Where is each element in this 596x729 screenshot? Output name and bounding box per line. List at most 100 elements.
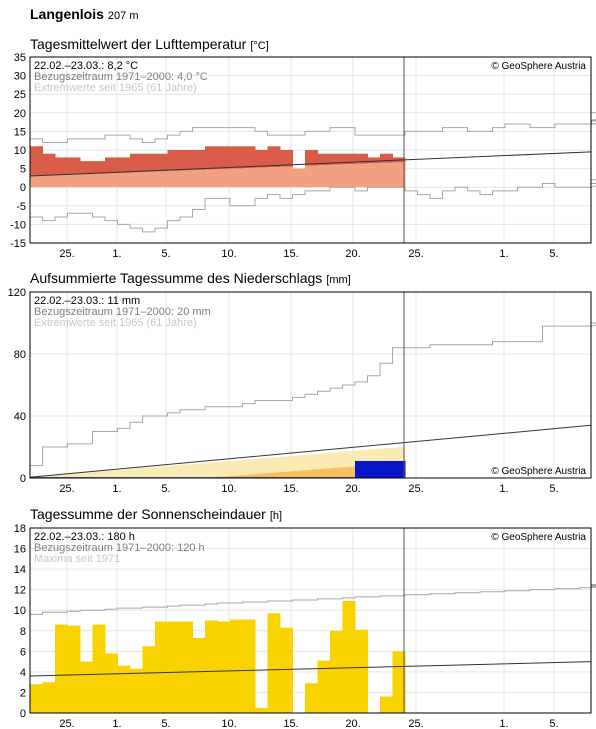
precipitation-bar — [367, 460, 381, 478]
x-tick-label: 1. — [499, 248, 508, 260]
temperature-base-bar — [130, 172, 143, 188]
envelope-line — [30, 179, 596, 233]
sunshine-bar — [117, 665, 131, 713]
temperature-base-bar — [192, 169, 206, 188]
sunshine-bar — [155, 621, 168, 713]
info-period: 22.02.–23.03.: 8,2 °C — [34, 60, 138, 72]
temperature-base-bar — [292, 168, 306, 188]
temperature-base-bar — [230, 168, 243, 188]
temperature-base-bar — [92, 173, 106, 188]
temperature-anomaly-bar — [117, 157, 131, 173]
temperature-anomaly-bar — [105, 157, 118, 174]
temperature-base-bar — [55, 175, 68, 188]
precipitation-title: Aufsummierte Tagessumme des Niederschlag… — [30, 270, 351, 286]
temperature-anomaly-bar — [367, 157, 381, 164]
sunshine-bar — [267, 613, 281, 713]
x-tick-label: 25. — [408, 483, 423, 495]
y-tick-label: 6 — [20, 646, 26, 658]
temperature-anomaly-bar — [255, 150, 268, 168]
sunshine-bar — [42, 682, 56, 713]
temperature-base-bar — [342, 164, 356, 188]
temperature-title-text: Tagesmittelwert der Lufttemperatur — [30, 36, 247, 52]
temperature-base-bar — [330, 164, 343, 188]
copyright-label: © GeoSphere Austria — [491, 61, 586, 72]
y-tick-label: 0 — [20, 473, 26, 485]
temperature-anomaly-bar — [92, 161, 106, 174]
station-header: Langenlois 207 m — [30, 6, 138, 22]
temperature-base-bar — [380, 162, 393, 188]
y-tick-label: 0 — [20, 182, 26, 194]
y-tick-label: 18 — [14, 523, 26, 535]
sunshine-bar — [342, 600, 356, 713]
sunshine-bar — [380, 696, 393, 713]
temperature-anomaly-bar — [130, 153, 143, 173]
sunshine-title-text: Tagessumme der Sonnenscheindauer — [30, 506, 266, 522]
y-tick-label: 8 — [20, 626, 26, 638]
y-tick-label: -15 — [10, 238, 26, 250]
temperature-base-bar — [142, 171, 156, 188]
x-tick-label: 20. — [345, 248, 360, 260]
sunshine-bar — [305, 683, 318, 713]
precipitation-bar — [355, 460, 368, 478]
sunshine-bar — [30, 684, 43, 713]
sunshine-bar — [330, 630, 343, 713]
temperature-base-bar — [267, 167, 281, 188]
temperature-base-bar — [242, 167, 256, 188]
x-tick-label: 5. — [161, 483, 170, 495]
climate-mean-line — [29, 424, 592, 478]
temperature-anomaly-bar — [355, 153, 368, 164]
temperature-base-bar — [30, 176, 43, 188]
temperature-anomaly-bar — [80, 161, 93, 175]
precipitation-unit: [mm] — [326, 274, 351, 286]
y-tick-label: 2 — [20, 687, 26, 699]
x-tick-label: 1. — [112, 718, 121, 729]
temperature-anomaly-bar — [142, 153, 156, 172]
x-tick-label: 10. — [221, 248, 236, 260]
y-tick-label: 15 — [14, 126, 26, 138]
copyright-label: © GeoSphere Austria — [491, 466, 586, 477]
temperature-base-bar — [105, 173, 118, 188]
temperature-anomaly-bar — [305, 150, 318, 166]
y-tick-label: 30 — [14, 71, 26, 83]
temperature-base-bar — [305, 165, 318, 188]
x-tick-label: 5. — [549, 248, 558, 260]
plot-frame — [29, 56, 592, 244]
sunshine-bar — [192, 637, 206, 713]
x-tick-label: 20. — [345, 718, 360, 729]
info-reference: Bezugszeitraum 1971–2000: 20 mm — [34, 306, 211, 318]
temperature-anomaly-bar — [192, 150, 206, 170]
sunshine-bar — [280, 627, 293, 713]
temperature-base-bar — [205, 169, 218, 188]
temperature-base-bar — [317, 165, 331, 188]
x-tick-label: 10. — [221, 483, 236, 495]
sunshine-bar — [142, 646, 156, 713]
temperature-base-bar — [280, 166, 293, 188]
x-tick-label: 1. — [499, 483, 508, 495]
temperature-anomaly-bar — [180, 150, 193, 171]
info-period: 22.02.–23.03.: 180 h — [34, 531, 135, 543]
precipitation-bar — [392, 460, 406, 478]
x-tick-label: 5. — [549, 718, 558, 729]
x-tick-label: 5. — [549, 483, 558, 495]
temperature-base-bar — [155, 171, 168, 188]
x-tick-label: 15. — [283, 248, 298, 260]
x-tick-label: 15. — [283, 483, 298, 495]
envelope-line — [30, 584, 596, 615]
info-extremes: Maxima seit 1971 — [34, 553, 120, 565]
temperature-anomaly-bar — [317, 153, 331, 166]
temperature-anomaly-bar — [217, 146, 231, 169]
x-tick-label: 25. — [408, 718, 423, 729]
sunshine-bar — [92, 624, 106, 713]
sunshine-bar — [217, 621, 231, 713]
plot-frame — [29, 527, 592, 714]
temperature-anomaly-bar — [342, 153, 356, 165]
y-tick-label: 10 — [14, 145, 26, 157]
temperature-base-bar — [355, 163, 368, 188]
temperature-unit: [°C] — [250, 40, 269, 52]
x-tick-label: 10. — [221, 718, 236, 729]
info-reference: Bezugszeitraum 1971–2000: 4,0 °C — [34, 71, 208, 83]
sunshine-bar — [67, 625, 81, 713]
sunshine-bar — [55, 624, 68, 713]
